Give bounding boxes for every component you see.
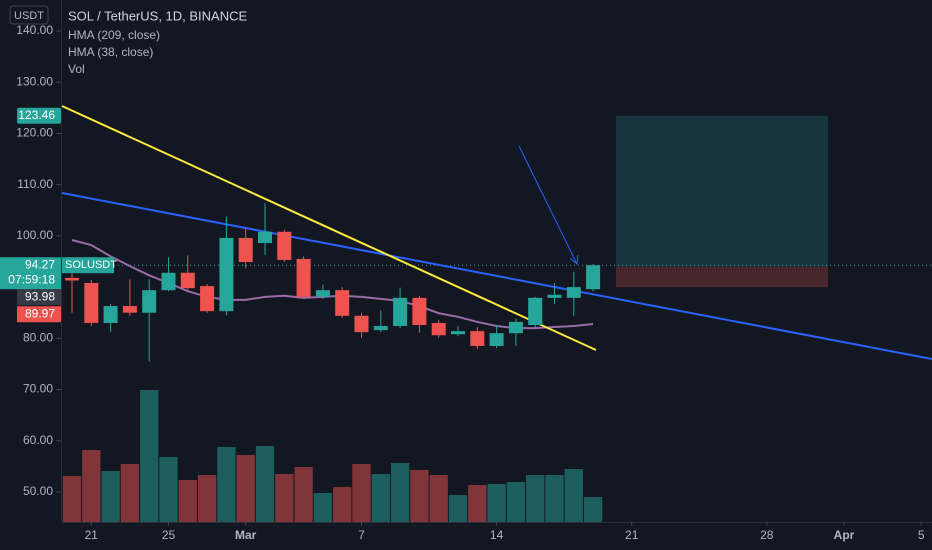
volume-bar [197,475,217,522]
price-label: 94.27 [25,257,55,271]
chart-title[interactable]: SOL / TetherUS, 1D, BINANCE [68,8,248,23]
volume-bar [583,497,603,522]
volume-bar [487,484,506,522]
candle-body [238,237,253,262]
arrow [518,145,578,265]
symbol-tag: SOLUSDT [65,259,117,271]
target-label: 123.46 [18,108,55,122]
candle-body [508,321,523,334]
countdown: 07:59:18 [8,272,55,286]
candle-body [528,297,543,326]
x-tick-label: 21 [85,528,99,542]
volume-bar [255,446,275,522]
unit-box[interactable] [9,5,49,25]
candle-body [373,326,388,331]
volume-bar [333,487,352,522]
trend-line [61,105,597,351]
stop-label-box [17,306,61,323]
volume-bar [564,469,583,522]
candle-body [258,231,272,244]
indicator-label[interactable]: Vol [68,62,85,76]
volume-bar [178,480,197,522]
y-tick-label: 60.00 [23,433,53,447]
candle-body [200,286,215,312]
stop-label: 89.97 [25,306,55,320]
volume-bar [429,475,448,522]
candle-body [354,315,369,333]
volume-bar [526,475,545,522]
candle-body [161,272,176,291]
volume-bar [62,476,82,522]
position-loss [616,266,828,288]
price-label-box [0,257,61,290]
x-tick-label: 5 [918,528,925,542]
volume-bar [101,471,120,522]
candle-body [84,282,99,323]
volume-bar [313,493,333,522]
entry-label: 93.98 [25,289,55,303]
hma-line [71,239,594,330]
x-tick-label: 25 [162,528,176,542]
arrow-head [569,254,579,265]
x-tick-label: 14 [490,528,504,542]
y-tick-label: 110.00 [17,177,53,191]
candle-body [277,231,292,260]
candle-body [142,290,157,313]
volume-bar [275,474,294,522]
volume-bar [468,485,487,522]
x-tick-label: 21 [625,528,639,542]
volume-bar [236,455,255,522]
y-tick-label: 80.00 [23,330,53,344]
candle-body [65,277,79,281]
candle-body [180,272,195,289]
candle-body [296,258,311,297]
volume-bar [410,470,429,522]
candle-body [393,297,408,327]
candle-body [431,322,446,336]
volume-bar [82,450,101,522]
x-tick-label: 7 [358,528,365,542]
candle-body [470,331,485,347]
target-label-box [17,107,61,124]
indicator-label[interactable]: HMA (209, close) [68,28,160,42]
y-tick-label: 120.00 [16,126,53,140]
candle-body [103,306,118,323]
candle-body [315,290,330,297]
x-tick-label: 28 [760,528,774,542]
candle-body [586,265,601,290]
y-tick-label: 50.00 [23,484,53,498]
candle-body [566,287,581,298]
candle-body [219,237,234,312]
volume-bar [390,463,410,522]
y-tick-label: 70.00 [23,382,53,396]
x-tick-label: Mar [235,528,257,542]
volume-bar [120,464,140,522]
y-tick-label: 100.00 [16,228,53,242]
y-tick-label: 130.00 [16,74,53,88]
volume-bar [294,467,313,522]
volume-bar [506,482,526,522]
candle-body [547,294,562,298]
candle-body [489,333,504,347]
volume-bar [217,447,236,522]
volume-bar [352,464,371,522]
volume-bar [159,457,178,522]
x-tick-label: Apr [834,528,855,542]
symbol-tag-box [62,257,114,274]
position-profit [616,115,828,267]
volume-bar [140,390,159,522]
volume-bar [545,475,564,522]
volume-bar [371,474,390,522]
y-tick-label: 140.00 [16,23,53,37]
candle-body [451,331,465,335]
indicator-label[interactable]: HMA (38, close) [68,45,153,59]
entry-label-box [17,289,61,306]
candle-body [412,297,427,326]
volume-bar [448,495,468,522]
axis-unit[interactable]: USDT [14,10,44,22]
candle-body [335,290,350,316]
candle-body [122,306,137,313]
trend-line [61,192,932,360]
